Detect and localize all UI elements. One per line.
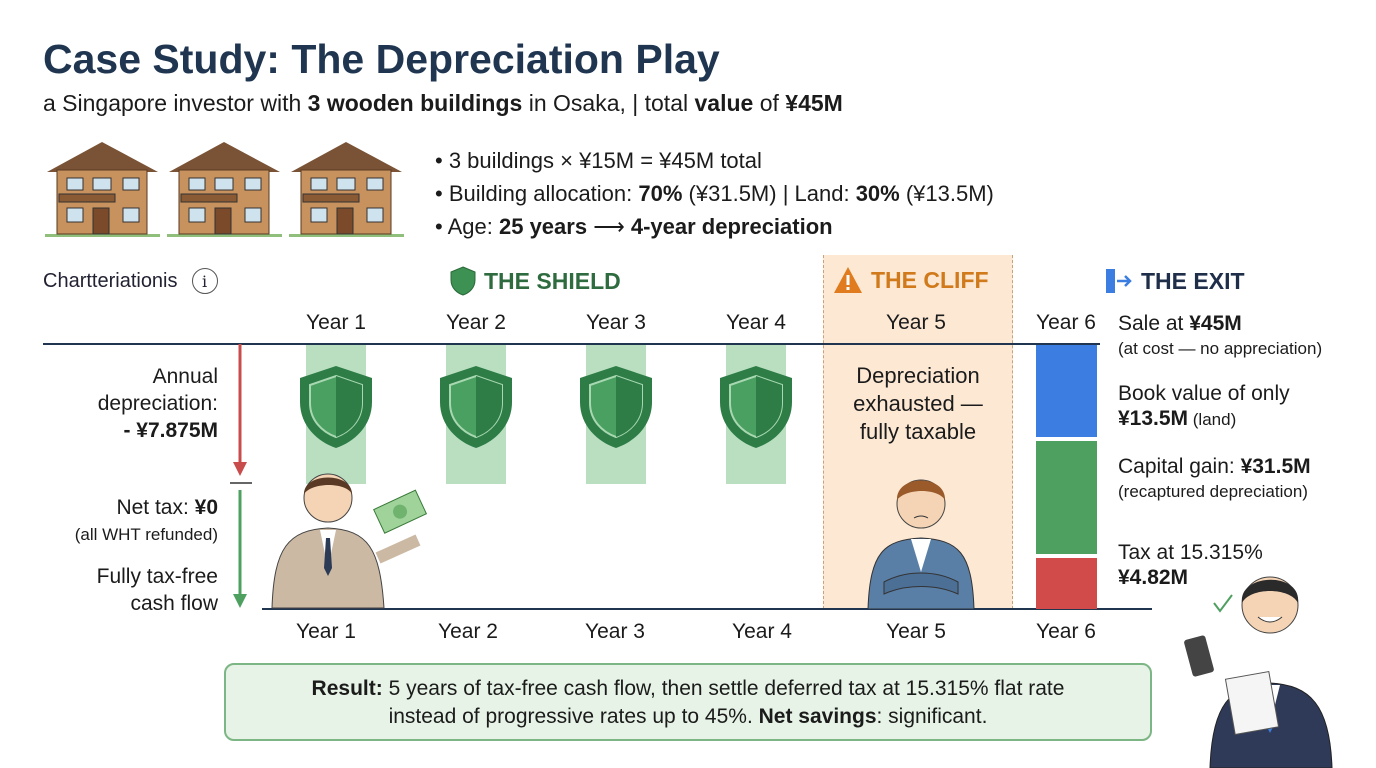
book-value: ¥13.5M <box>1118 407 1189 430</box>
bullet-item: • Age: 25 years ⟶ 4-year depreciation <box>435 210 994 243</box>
net-tax-label: Net tax: ¥0 (all WHT refunded) <box>75 494 218 548</box>
bullet-item: • 3 buildings × ¥15M = ¥45M total <box>435 144 994 177</box>
subtitle-text: a Singapore investor with <box>43 90 308 116</box>
bar-segment-capital-gain <box>1036 441 1097 554</box>
year-label-top: Year 1 <box>306 311 366 334</box>
year-label-bottom: Year 3 <box>585 620 645 643</box>
text: fully taxable <box>859 419 977 444</box>
text: (recaptured depreciation) <box>1118 482 1308 501</box>
bullet-item: • Building allocation: 70% (¥31.5M) | La… <box>435 177 994 210</box>
bullet-text: • Age: <box>435 214 499 239</box>
text: depreciation: <box>97 392 218 415</box>
year-label-top: Year 2 <box>446 311 506 334</box>
result-label: Result: <box>311 677 383 700</box>
sale-label: Sale at ¥45M (at cost — no appreciation) <box>1118 311 1322 361</box>
text: Net tax: <box>116 496 195 519</box>
sale-value: ¥45M <box>1189 312 1242 335</box>
text: (land) <box>1188 410 1237 429</box>
cliff-heading-text: THE CLIFF <box>871 266 989 293</box>
bullet-text: • 3 buildings × ¥15M = ¥45M total <box>435 148 762 173</box>
shield-heading-text: THE SHIELD <box>484 267 621 294</box>
page-title: Case Study: The Depreciation Play <box>43 36 720 82</box>
depreciation-label: Annual depreciation: - ¥7.875M <box>98 363 218 444</box>
confident-investor-illustration <box>1184 576 1333 768</box>
chart-label: Chartteriationis i <box>43 268 218 294</box>
subtitle-bold: ¥45M <box>785 90 843 116</box>
text: Book value of only <box>1118 382 1290 405</box>
warning-icon <box>834 267 862 293</box>
bullet-bold: 70% <box>638 181 683 206</box>
shield-icon <box>300 366 372 448</box>
chart-label-text: Chartteriationis <box>43 269 178 292</box>
text: Capital gain: <box>1118 455 1241 478</box>
worried-investor-illustration <box>867 479 975 609</box>
subtitle-bold: 3 wooden buildings <box>307 90 523 116</box>
top-axis-line <box>43 343 1100 345</box>
text: : significant. <box>876 705 988 728</box>
bullet-bold: 25 years <box>498 214 588 239</box>
year-label-bottom: Year 5 <box>886 620 946 643</box>
exit-heading: THE EXIT <box>1103 266 1245 296</box>
tax-value: ¥4.82M <box>1118 566 1189 589</box>
year-label-top: Year 3 <box>586 311 646 334</box>
shield-heading: THE SHIELD <box>450 266 621 296</box>
checkmark-icon <box>1213 594 1233 613</box>
bullet-text: (¥13.5M) <box>899 181 994 206</box>
capital-gain-label: Capital gain: ¥31.5M (recaptured deprecia… <box>1118 454 1311 504</box>
bar-segment-tax <box>1036 558 1097 609</box>
subtitle-bold: value <box>694 90 754 116</box>
bullet-text: • Building allocation: <box>435 181 639 206</box>
result-box: Result: 5 years of tax-free cash flow, t… <box>224 663 1152 741</box>
year-label-top: Year 5 <box>886 311 946 334</box>
house-icon <box>45 142 160 237</box>
happy-investor-illustration <box>271 473 428 609</box>
shields <box>300 365 793 449</box>
text: (at cost — no appreciation) <box>1118 339 1323 358</box>
tax-label: Tax at 15.315% ¥4.82M <box>1118 540 1263 590</box>
shield-icon <box>450 266 476 296</box>
net-tax-value: ¥0 <box>194 496 218 519</box>
year-label-bottom: Year 2 <box>438 620 498 643</box>
depreciation-amount: - ¥7.875M <box>123 419 218 442</box>
text: exhausted — <box>853 391 983 416</box>
year-label-bottom: Year 1 <box>296 620 356 643</box>
bullet-list: • 3 buildings × ¥15M = ¥45M total • Buil… <box>435 144 994 243</box>
exit-door-icon <box>1106 269 1132 293</box>
cliff-heading: THE CLIFF <box>833 266 989 294</box>
subtitle-text: of <box>753 90 786 116</box>
capital-gain-value: ¥31.5M <box>1240 455 1311 478</box>
year-label-bottom: Year 6 <box>1036 620 1096 643</box>
houses-illustration <box>45 141 405 238</box>
subtitle: a Singapore investor with 3 wooden build… <box>43 90 843 117</box>
bottom-axis-line <box>262 608 1152 610</box>
exit-heading-text: THE EXIT <box>1141 267 1245 294</box>
info-icon[interactable]: i <box>191 268 218 294</box>
bullet-text: ⟶ <box>587 214 631 239</box>
text: Fully tax-free <box>96 565 218 588</box>
text: Depreciation <box>856 363 980 388</box>
arrows <box>230 344 252 608</box>
text: Annual <box>152 365 218 388</box>
text: Tax at 15.315% <box>1118 541 1263 564</box>
book-value-label: Book value of only ¥13.5M (land) <box>1118 381 1290 432</box>
text: cash flow <box>130 592 218 615</box>
bullet-bold: 4-year depreciation <box>630 214 833 239</box>
net-savings-label: Net savings <box>758 705 877 728</box>
tax-free-label: Fully tax-free cash flow <box>97 563 218 617</box>
text: 5 years of tax-free cash flow, then sett… <box>382 677 1065 700</box>
text: instead of progressive rates up to 45%. <box>388 705 759 728</box>
year-label-bottom: Year 4 <box>732 620 792 643</box>
year-label-top: Year 4 <box>726 311 786 334</box>
text: (all WHT refunded) <box>74 525 218 544</box>
bullet-text: (¥31.5M) | Land: <box>682 181 856 206</box>
year-label-top: Year 6 <box>1036 311 1096 334</box>
text: Sale at <box>1118 312 1190 335</box>
bullet-bold: 30% <box>855 181 900 206</box>
subtitle-text: in Osaka, | total <box>522 90 695 116</box>
bar-segment-sale <box>1036 345 1097 437</box>
cliff-text: Depreciation exhausted — fully taxable <box>823 362 1013 446</box>
